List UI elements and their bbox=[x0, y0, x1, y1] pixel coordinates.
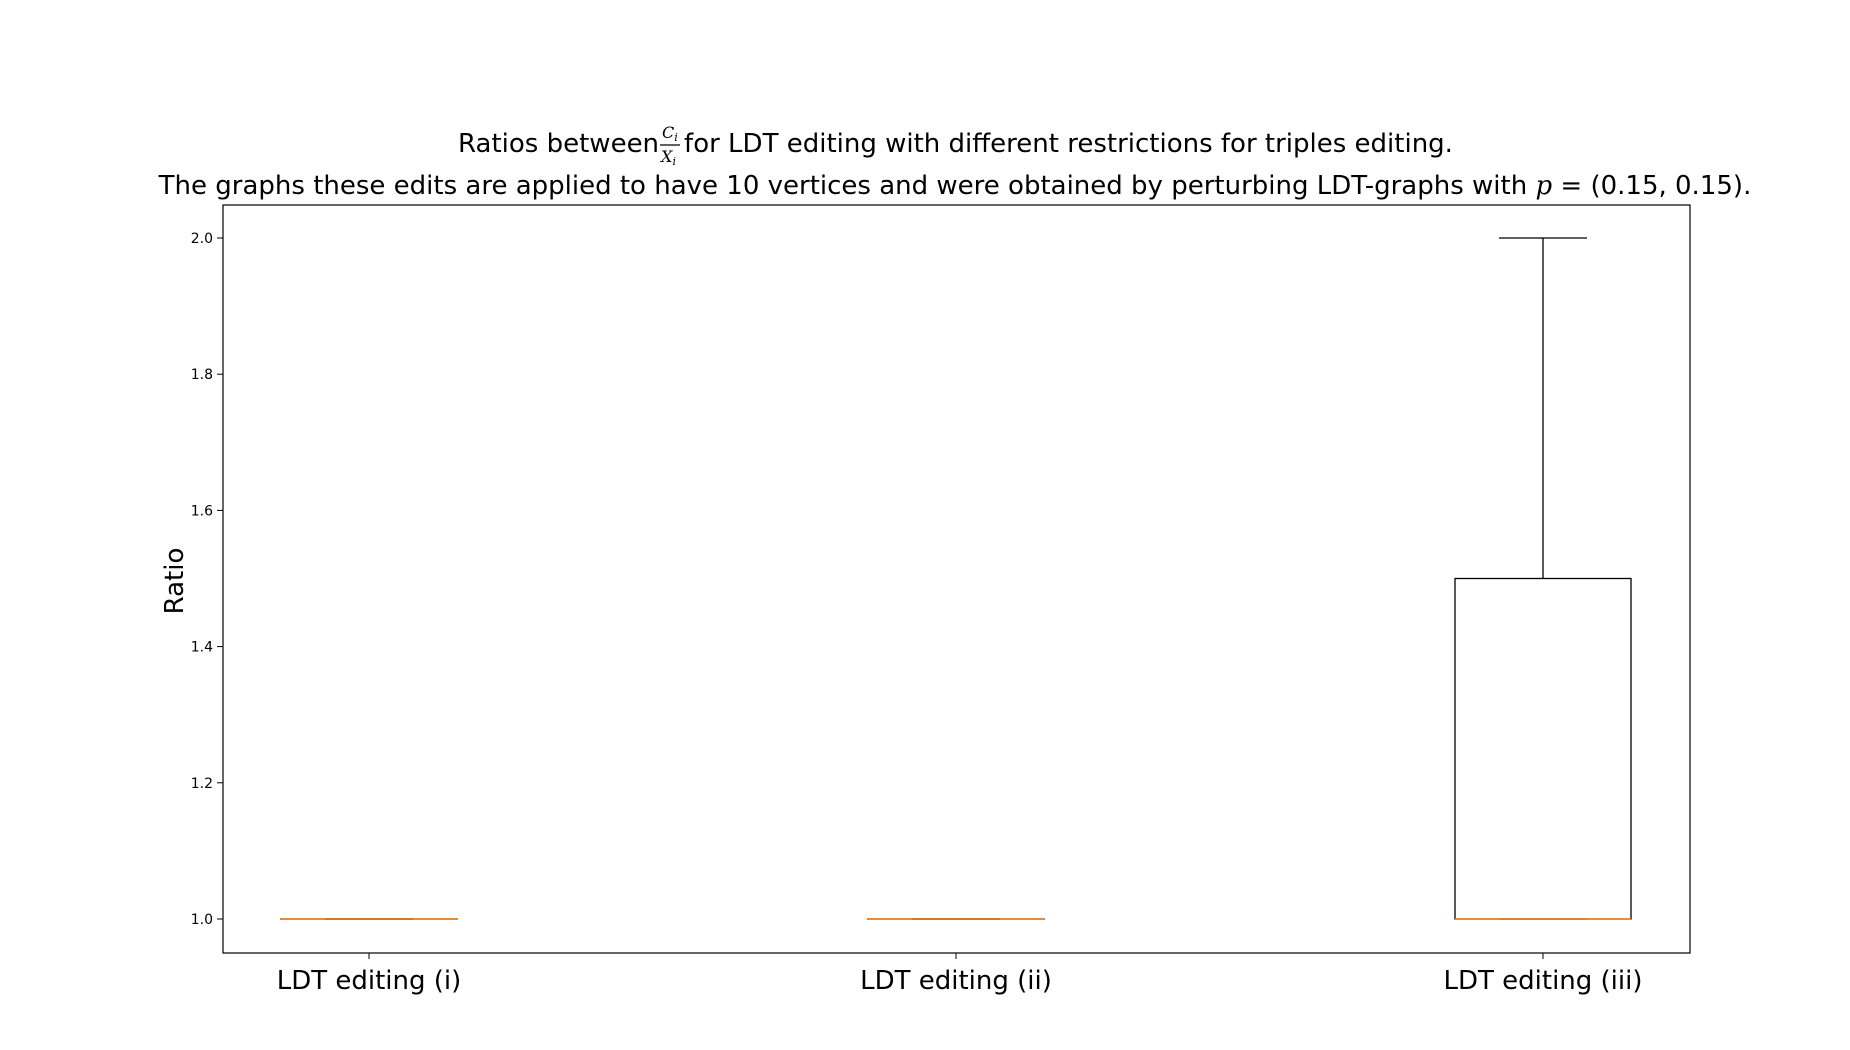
x-tick-label: LDT editing (iii) bbox=[1444, 966, 1643, 996]
y-axis-ticks: 1.0 1.2 1.4 1.6 1.8 2.0 bbox=[191, 231, 223, 928]
fraction-numerator-sub: i bbox=[674, 131, 678, 144]
title-prefix: Ratios between bbox=[458, 129, 659, 159]
y-tick-label: 1.0 bbox=[191, 912, 213, 928]
title2-value: (0.15, 0.15) bbox=[1590, 171, 1743, 201]
box-rect bbox=[1454, 577, 1632, 920]
title2-prefix: The graphs these edits are applied to ha… bbox=[158, 171, 1536, 201]
y-tick-label: 1.6 bbox=[191, 503, 213, 519]
box-item bbox=[1454, 237, 1632, 920]
title2-eq: = bbox=[1552, 171, 1590, 201]
x-tick-label: LDT editing (i) bbox=[277, 966, 462, 996]
y-tick-label: 1.4 bbox=[191, 640, 213, 656]
title-suffix: for LDT editing with different restricti… bbox=[684, 129, 1453, 159]
fraction-numerator: Ci bbox=[662, 123, 678, 144]
title2-math-p: p bbox=[1535, 171, 1552, 201]
chart-title-line-2: The graphs these edits are applied to ha… bbox=[158, 171, 1752, 201]
boxes-group bbox=[280, 237, 1632, 920]
x-axis-ticks: LDT editing (i) LDT editing (ii) LDT editi… bbox=[277, 953, 1643, 996]
fraction-denominator-sub: i bbox=[672, 155, 676, 168]
fraction-denominator: Xi bbox=[659, 147, 676, 168]
chart-title-line-1-suffix: for LDT editing with different restricti… bbox=[684, 129, 1453, 159]
y-tick-label: 1.2 bbox=[191, 776, 213, 792]
y-axis-label: Ratio bbox=[160, 548, 190, 615]
title-fraction: Ci Xi bbox=[659, 123, 681, 168]
x-tick-label: LDT editing (ii) bbox=[860, 966, 1052, 996]
title2-suffix: . bbox=[1743, 171, 1751, 201]
chart-title-line-1: Ratios between bbox=[458, 129, 659, 159]
y-tick-label: 2.0 bbox=[191, 231, 213, 247]
y-tick-label: 1.8 bbox=[191, 367, 213, 383]
